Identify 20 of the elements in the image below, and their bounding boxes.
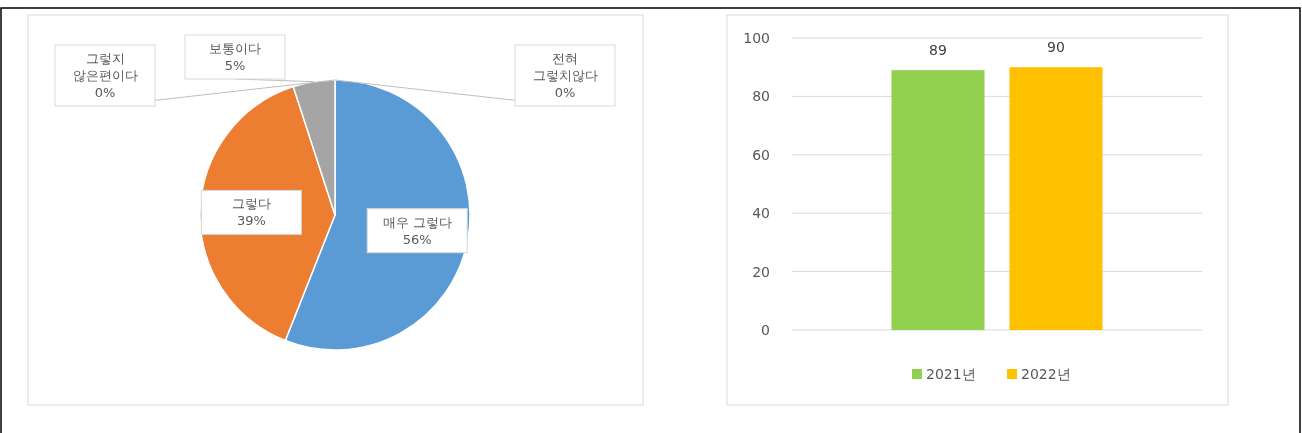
slice-label: 그렇다 (231, 196, 271, 212)
text: 0% (94, 85, 116, 100)
slice-label: 보통이다 (209, 41, 261, 56)
data-label: 90 (1047, 39, 1065, 56)
y-tick-label: 80 (752, 88, 770, 105)
legend-label: 2021년 (926, 366, 976, 382)
data-label: 5% (224, 58, 246, 73)
slice-label: 매우 그렇다 (382, 214, 452, 230)
data-label: 39% (236, 213, 266, 229)
data-label: 89 (929, 42, 947, 59)
data-label: 56% (402, 231, 432, 247)
category-label: 그렇지 않은편이다 (72, 51, 138, 83)
legend-label: 2022년 (1021, 366, 1071, 382)
y-tick-label: 40 (752, 205, 770, 222)
y-tick-label: 100 (743, 30, 770, 46)
y-tick-label: 0 (761, 322, 770, 338)
text: 0% (554, 85, 576, 100)
y-tick-label: 20 (752, 263, 770, 280)
category-label: 전혀 그렇치않다 (532, 51, 598, 83)
y-tick-label: 60 (752, 146, 770, 163)
